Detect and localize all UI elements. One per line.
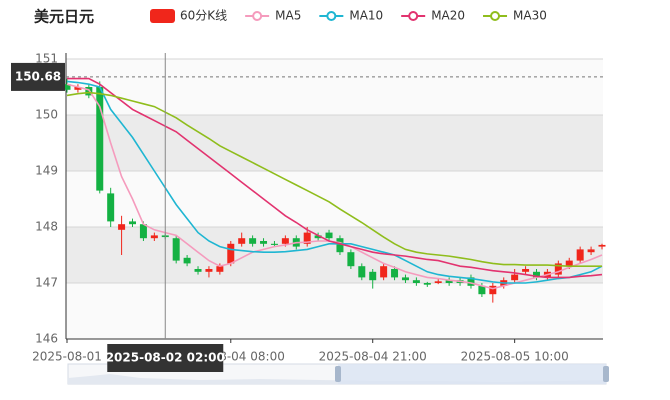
grid-band xyxy=(66,59,603,115)
candle-body xyxy=(587,249,595,253)
zoom-handle[interactable] xyxy=(603,366,609,382)
legend-marker xyxy=(490,11,501,21)
candle-body xyxy=(260,241,268,244)
candle-body xyxy=(129,221,137,225)
grid-band xyxy=(66,115,603,171)
candle-body xyxy=(238,238,246,244)
candle-body xyxy=(314,235,322,239)
legend-label: MA30 xyxy=(513,9,547,23)
y-tick-label: 149 xyxy=(35,164,58,178)
y-tick-label: 147 xyxy=(35,276,58,290)
plot-background xyxy=(65,53,603,340)
candle-body xyxy=(96,87,104,191)
crosshair-x-box xyxy=(107,344,224,372)
legend-label: MA5 xyxy=(275,9,301,23)
candle-body xyxy=(380,266,388,278)
ma-line xyxy=(66,80,603,284)
candle-body xyxy=(303,232,311,244)
candle-body xyxy=(478,285,486,295)
x-tick-label: 2025-08-04 21:00 xyxy=(319,350,427,364)
candle-body xyxy=(118,224,126,230)
candle-body xyxy=(511,274,519,281)
candle-body xyxy=(74,87,82,90)
candle-body xyxy=(467,277,475,286)
candle-body xyxy=(150,235,158,239)
candle-body xyxy=(489,285,497,295)
zoom-window[interactable] xyxy=(338,364,606,384)
candle-body xyxy=(205,269,213,272)
candle-body xyxy=(249,238,257,244)
candle-body xyxy=(598,244,606,247)
candle-body xyxy=(412,280,420,283)
crosshair-y-box xyxy=(11,62,65,91)
candle-body xyxy=(391,269,399,278)
candle-body xyxy=(281,238,289,244)
candle-body xyxy=(369,271,377,281)
legend-marker xyxy=(408,11,419,21)
candle-body xyxy=(347,252,355,267)
candle-body xyxy=(183,257,191,264)
candle-body xyxy=(63,84,71,90)
candle-body xyxy=(172,238,180,261)
legend-marker xyxy=(150,9,175,23)
y-tick-label: 151 xyxy=(35,52,58,66)
candle-body xyxy=(554,263,562,275)
legend-label: MA20 xyxy=(431,9,465,23)
x-tick-label: 2025-08-05 10:00 xyxy=(461,350,569,364)
candle-body xyxy=(401,277,409,281)
zoom-handle[interactable] xyxy=(335,366,341,382)
legend-marker xyxy=(252,11,263,21)
grid-band xyxy=(66,283,603,339)
ma-line xyxy=(66,91,602,267)
candle-body xyxy=(336,238,344,253)
candle-body xyxy=(216,266,224,272)
candle-body xyxy=(576,249,584,261)
x-tick-label: 2025-08-01 xyxy=(32,350,102,364)
chart-title: 美元日元 xyxy=(34,8,94,26)
candle-body xyxy=(358,266,366,278)
candle-body xyxy=(227,243,235,264)
y-tick-label: 148 xyxy=(35,220,58,234)
legend-marker xyxy=(326,11,337,21)
plot xyxy=(63,77,606,303)
legend-label: MA10 xyxy=(349,9,383,23)
crosshair-x-label: 2025-08-02 02:00 xyxy=(106,351,225,365)
candle-body xyxy=(139,224,147,239)
candle-body xyxy=(445,280,453,283)
candle-body xyxy=(565,260,573,267)
y-tick-label: 150 xyxy=(35,108,58,122)
ma-line xyxy=(67,77,603,279)
legend-label: 60分K线 xyxy=(180,9,227,23)
grid-band xyxy=(66,171,603,227)
candle-body xyxy=(107,193,115,222)
candle-body xyxy=(194,269,202,272)
candle-body xyxy=(325,232,333,239)
y-tick-label: 146 xyxy=(35,332,58,346)
candle-body xyxy=(522,269,530,272)
candle-body xyxy=(434,281,442,283)
zoom-shadow xyxy=(68,374,606,384)
candle-body xyxy=(532,271,540,278)
candle-body xyxy=(270,243,278,245)
crosshair-y-label: 150.68 xyxy=(15,69,61,83)
candle-body xyxy=(423,283,431,285)
